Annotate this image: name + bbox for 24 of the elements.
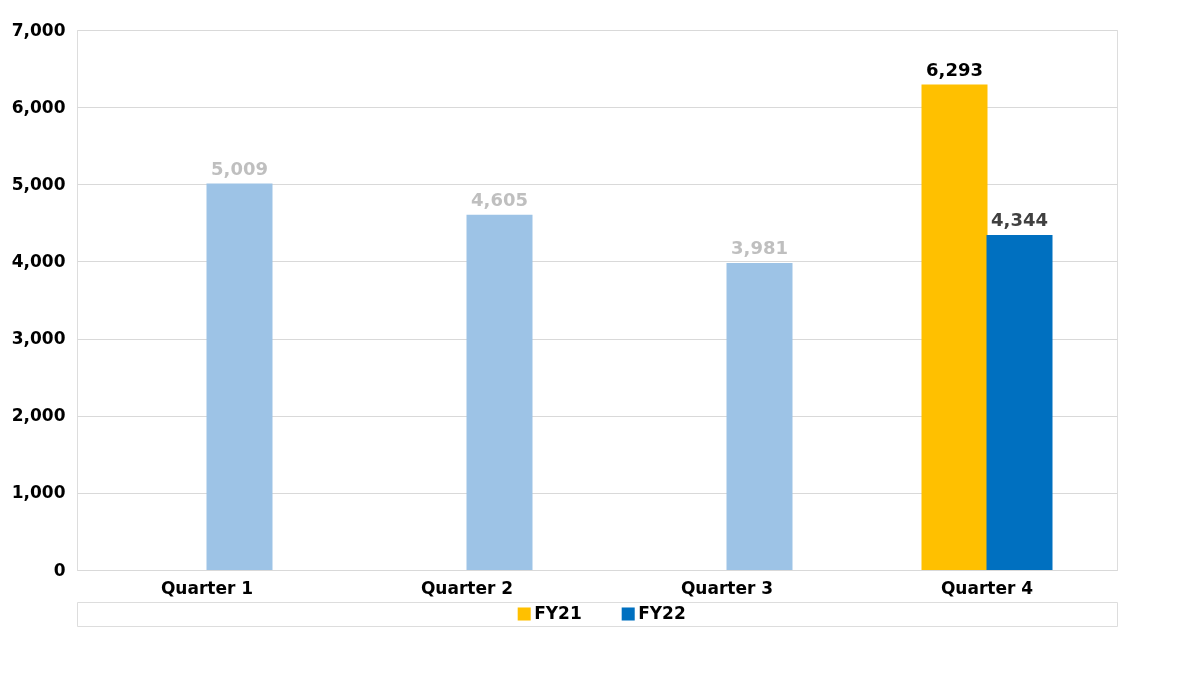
y-tick-label: 7,000 (11, 19, 66, 40)
data-label: 3,981 (731, 236, 788, 258)
y-tick-label: 3,000 (11, 328, 66, 349)
y-tick-label: 5,000 (11, 173, 66, 194)
x-tick-label: Quarter 4 (940, 577, 1034, 598)
legend-label: FY22 (638, 603, 686, 623)
y-tick-label: 4,000 (11, 250, 66, 271)
bar (466, 214, 533, 570)
bar (986, 234, 1053, 570)
legend-label: FY21 (534, 603, 582, 623)
data-label: 6,293 (926, 58, 983, 80)
y-tick-label: 6,000 (11, 96, 66, 117)
data-label: 4,605 (471, 188, 528, 210)
y-tick-label: 0 (53, 559, 66, 580)
data-label: 5,009 (211, 157, 268, 179)
bar (206, 183, 273, 570)
x-tick-label: Quarter 1 (160, 577, 254, 598)
bar (921, 84, 988, 570)
x-tick-label: Quarter 2 (420, 577, 514, 598)
y-tick-label: 2,000 (11, 405, 66, 426)
x-tick-label: Quarter 3 (680, 577, 774, 598)
data-label: 4,344 (991, 208, 1048, 230)
y-tick-label: 1,000 (11, 482, 66, 503)
bar (726, 262, 793, 570)
